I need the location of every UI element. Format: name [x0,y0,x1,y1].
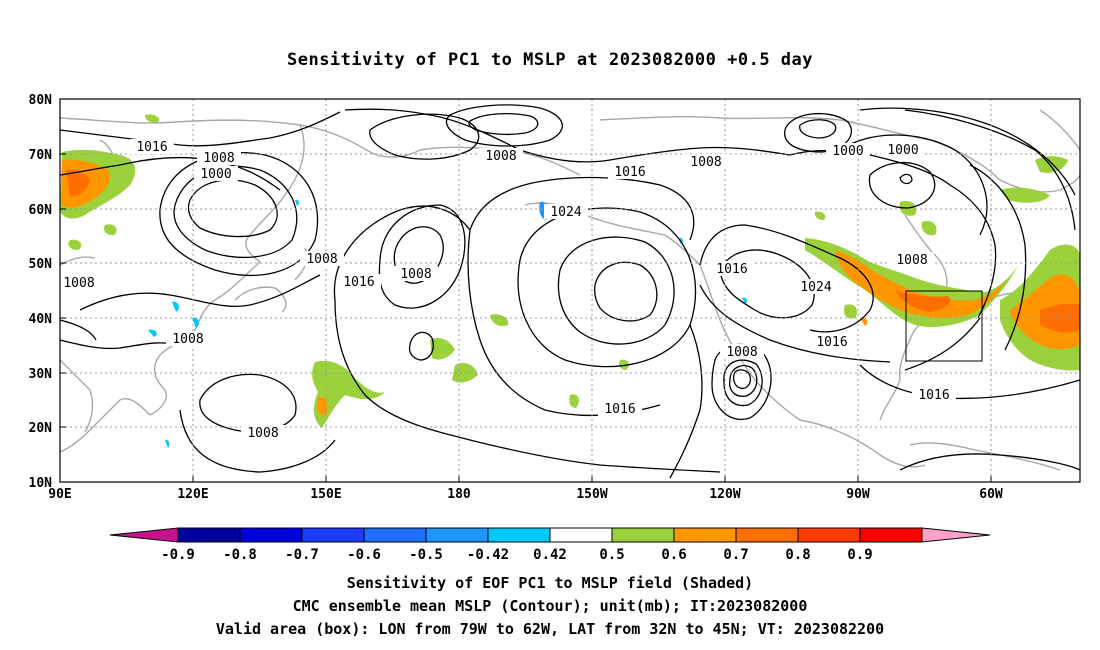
colorbar-label: 0.8 [785,547,810,563]
axis-ticks [60,98,992,483]
contour-label: 1008 [890,252,934,268]
lat-label: 30N [29,367,53,382]
contour-label: 1016 [810,334,854,350]
colorbar-box [363,527,427,543]
colorbar-label: 0.5 [599,547,624,563]
latitude-labels: 80N 70N 60N 50N 40N 30N 20N 10N [29,93,53,491]
colorbar-label: -0.6 [347,547,381,563]
lat-label: 20N [29,421,53,436]
contour-label: 1016 [337,274,381,290]
valid-area-box [905,290,983,362]
svg-text:1000: 1000 [887,143,918,158]
map-frame [59,98,1081,483]
contour-label: 1024 [794,279,838,295]
colorbar-box [859,527,923,543]
colorbar-label: -0.7 [285,547,319,563]
contour-label: 1008 [394,266,438,282]
svg-text:1008: 1008 [203,151,234,166]
lat-label: 60N [29,203,53,218]
colorbar-box [611,527,675,543]
svg-text:1008: 1008 [690,155,721,170]
contour-label: 1016 [130,139,174,155]
svg-text:1016: 1016 [614,165,645,180]
contour-label: 1008 [166,331,210,347]
lon-label: 60W [979,487,1003,502]
lat-label: 80N [29,93,53,108]
contour-label: 1016 [598,401,642,417]
svg-text:1008: 1008 [896,253,927,268]
svg-text:1016: 1016 [918,388,949,403]
contour-label: 1000 [881,142,925,158]
lon-label: 120W [709,487,740,502]
svg-text:1008: 1008 [247,426,278,441]
caption-line-1: Sensitivity of EOF PC1 to MSLP field (Sh… [346,574,754,592]
lon-label: 150E [310,487,341,502]
svg-text:1000: 1000 [200,167,231,182]
lon-label: 120E [177,487,208,502]
colorbar-box [239,527,303,543]
svg-text:1008: 1008 [485,149,516,164]
contour-labels: 1016 1008 1000 1008 1016 1008 1008 1008 … [57,139,956,441]
contour-label: 1008 [197,150,241,166]
lat-label: 70N [29,148,53,163]
contour-label: 1016 [608,164,652,180]
colorbar-label: 0.6 [661,547,686,563]
contour-label: 1008 [479,148,523,164]
colorbar-label: -0.9 [161,547,195,563]
longitude-labels: 90E 120E 150E 180 150W 120W 90W 60W [48,487,1003,502]
contour-label: 1016 [912,387,956,403]
lat-label: 50N [29,257,53,272]
contour-label: 1008 [684,154,728,170]
map-plot-area: 1016 1008 1000 1008 1016 1008 1008 1008 … [57,98,1081,483]
colorbar: -0.9 -0.8 -0.7 -0.6 -0.5 -0.42 0.42 0.5 0.6 0.7 0.… [109,527,991,563]
svg-text:1008: 1008 [400,267,431,282]
lon-label: 90E [48,487,71,502]
svg-text:1016: 1016 [604,402,635,417]
lon-label: 150W [576,487,607,502]
colorbar-high-triangle [921,527,991,543]
svg-text:1008: 1008 [306,252,337,267]
colorbar-label: -0.8 [223,547,257,563]
caption-line-3: Valid area (box): LON from 79W to 62W, L… [215,620,885,638]
svg-text:1024: 1024 [550,205,581,220]
svg-text:1008: 1008 [172,332,203,347]
contour-label: 1008 [300,251,344,267]
colorbar-low-triangle [109,527,179,543]
svg-text:1016: 1016 [816,335,847,350]
colorbar-label: 0.9 [847,547,872,563]
svg-text:1016: 1016 [136,140,167,155]
colorbar-box [673,527,737,543]
colorbar-label: -0.42 [467,547,509,563]
colorbar-box [735,527,799,543]
svg-text:1016: 1016 [716,262,747,277]
contour-label: 1000 [194,166,238,182]
svg-text:1008: 1008 [726,345,757,360]
colorbar-box [177,527,241,543]
contour-label: 1024 [544,204,588,220]
contour-label: 1008 [720,344,764,360]
contour-label: 1008 [57,275,101,291]
contour-label: 1008 [241,425,285,441]
colorbar-box [487,527,551,543]
lon-label: 90W [846,487,870,502]
colorbar-label: 0.42 [533,547,567,563]
contour-label: 1016 [710,261,754,277]
colorbar-box [301,527,365,543]
svg-text:1016: 1016 [343,275,374,290]
colorbar-box [549,527,613,543]
chart-title: Sensitivity of PC1 to MSLP at 2023082000… [286,50,813,70]
lat-label: 40N [29,312,53,327]
colorbar-label: 0.7 [723,547,748,563]
svg-text:1008: 1008 [63,276,94,291]
colorbar-box [797,527,861,543]
caption-line-2: CMC ensemble mean MSLP (Contour); unit(m… [292,597,808,615]
svg-text:1024: 1024 [800,280,831,295]
colorbar-label: -0.5 [409,547,443,563]
lat-label: 10N [29,476,53,491]
lon-label: 180 [447,487,471,502]
colorbar-box [425,527,489,543]
contour-label: 1000 [826,143,870,159]
svg-text:1000: 1000 [832,144,863,159]
